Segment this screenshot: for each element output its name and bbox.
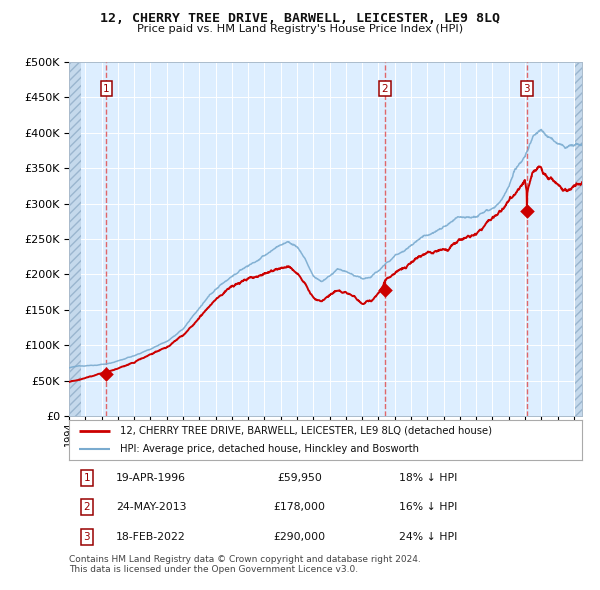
Text: 24-MAY-2013: 24-MAY-2013: [116, 503, 187, 512]
Text: 12, CHERRY TREE DRIVE, BARWELL, LEICESTER, LE9 8LQ (detached house): 12, CHERRY TREE DRIVE, BARWELL, LEICESTE…: [121, 426, 493, 436]
Text: £290,000: £290,000: [274, 532, 326, 542]
Text: 19-APR-1996: 19-APR-1996: [116, 473, 186, 483]
Text: 12, CHERRY TREE DRIVE, BARWELL, LEICESTER, LE9 8LQ: 12, CHERRY TREE DRIVE, BARWELL, LEICESTE…: [100, 12, 500, 25]
Point: [522, 206, 532, 215]
Text: 18% ↓ HPI: 18% ↓ HPI: [399, 473, 457, 483]
Text: £59,950: £59,950: [277, 473, 322, 483]
Point: [101, 369, 111, 378]
Text: 2: 2: [83, 503, 90, 512]
Text: 16% ↓ HPI: 16% ↓ HPI: [399, 503, 457, 512]
Text: 3: 3: [524, 84, 530, 94]
Text: 2: 2: [382, 84, 388, 94]
Text: Price paid vs. HM Land Registry's House Price Index (HPI): Price paid vs. HM Land Registry's House …: [137, 24, 463, 34]
Text: £178,000: £178,000: [274, 503, 326, 512]
Text: 3: 3: [83, 532, 90, 542]
Bar: [575, 62, 582, 416]
Text: 1: 1: [103, 84, 110, 94]
Text: Contains HM Land Registry data © Crown copyright and database right 2024.
This d: Contains HM Land Registry data © Crown c…: [69, 555, 421, 574]
Text: 18-FEB-2022: 18-FEB-2022: [116, 532, 186, 542]
Point: [380, 285, 389, 294]
Text: 1: 1: [83, 473, 90, 483]
Text: 24% ↓ HPI: 24% ↓ HPI: [399, 532, 457, 542]
Bar: [69, 62, 81, 416]
Text: HPI: Average price, detached house, Hinckley and Bosworth: HPI: Average price, detached house, Hinc…: [121, 444, 419, 454]
